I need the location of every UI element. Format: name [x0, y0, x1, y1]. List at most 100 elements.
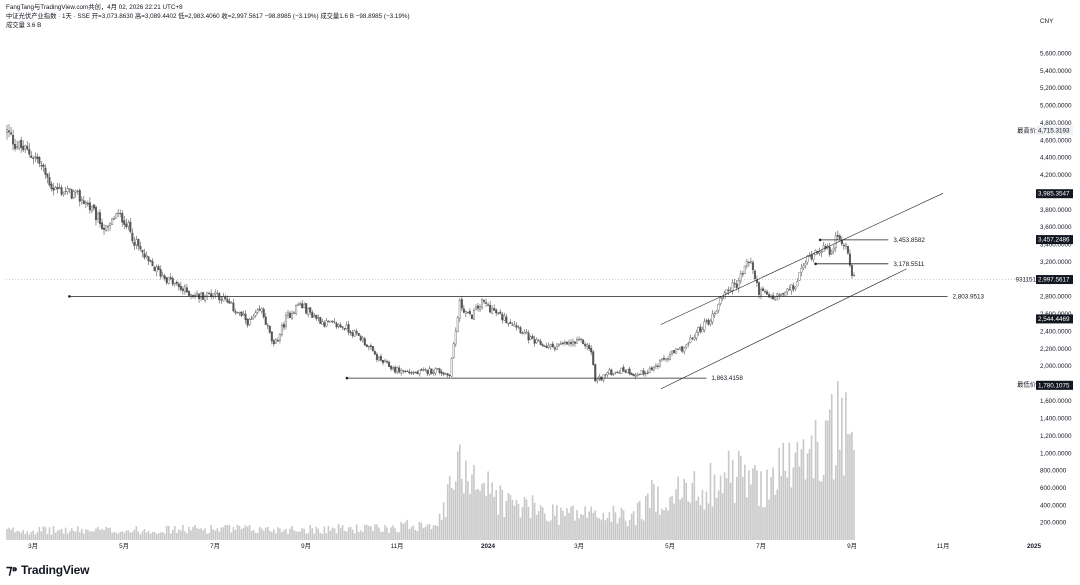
candle-body — [679, 346, 682, 350]
volume-bar — [452, 489, 455, 540]
volume-bar — [804, 479, 807, 540]
candle-body — [381, 359, 385, 364]
volume-bar — [281, 531, 283, 540]
volume-bar — [588, 511, 590, 540]
candle-body — [420, 369, 423, 371]
volume-bar — [564, 516, 566, 540]
candlestick-chart[interactable]: 2,803.9513 1,863.4158 3,453.8582 3,178.5511… — [0, 0, 1080, 560]
volume-bar — [812, 478, 815, 540]
time-tick-label: 2024 — [481, 543, 496, 550]
volume-bar — [695, 500, 698, 540]
candle-body — [153, 266, 156, 271]
candle-body — [751, 262, 754, 271]
volume-bar — [188, 526, 190, 540]
volume-bar — [748, 470, 750, 540]
candle-body — [18, 141, 21, 149]
level-anchor[interactable] — [345, 376, 349, 380]
volume-bar — [822, 475, 825, 540]
candle-body — [286, 312, 289, 316]
volume-bar — [430, 529, 433, 540]
volume-bar — [244, 525, 247, 540]
volume-bar — [689, 502, 692, 540]
volume-bar — [665, 507, 667, 540]
price-tick-label: 2,800.0000 — [1040, 294, 1072, 301]
level-anchor[interactable] — [818, 238, 822, 242]
price-axis[interactable]: 5,600.0000 5,400.0000 5,200.0000 5,000.0000… — [1040, 50, 1072, 405]
time-tick-label: 11月 — [937, 542, 950, 550]
volume-bar — [301, 528, 303, 540]
channel-line[interactable] — [660, 193, 944, 325]
candle-body — [412, 372, 415, 374]
candle-body — [339, 324, 342, 328]
candle-body — [513, 324, 516, 327]
candle-body — [242, 313, 245, 316]
candle-body — [196, 293, 199, 296]
volume-bar — [626, 526, 629, 540]
price-tick-label: 2,400.0000 — [1040, 328, 1072, 335]
price-label-box — [1036, 235, 1073, 245]
level-anchor[interactable] — [68, 295, 71, 298]
level-label: 3,453.8582 — [893, 237, 925, 244]
volume-bar — [206, 533, 208, 540]
candle-body — [737, 280, 740, 289]
volume-bar — [628, 519, 631, 540]
candle-body — [650, 367, 653, 371]
volume-bar — [725, 478, 728, 540]
candle-body — [503, 315, 506, 321]
candle-body — [636, 373, 639, 376]
volume-bar — [167, 525, 170, 540]
candle-body — [161, 275, 164, 278]
volume-tick-label: 200.0000 — [1040, 520, 1067, 527]
candle-body — [375, 353, 378, 360]
volume-bar — [194, 524, 196, 540]
volume-bar — [173, 526, 176, 540]
volume-bar — [576, 509, 578, 540]
candle-body — [733, 282, 736, 285]
volume-bar — [580, 514, 582, 540]
candle-body — [454, 330, 457, 345]
candle-body — [596, 379, 599, 382]
volume-bar — [434, 525, 437, 540]
volume-bar — [420, 522, 423, 540]
volume-bar — [153, 531, 156, 540]
volume-bar — [418, 521, 421, 540]
volume-bar — [20, 532, 22, 540]
volume-bar — [515, 499, 518, 540]
volume-bar — [56, 530, 59, 540]
volume-bar — [42, 526, 45, 540]
candle-body — [713, 313, 716, 316]
volume-bar — [826, 420, 829, 540]
volume-bar — [624, 520, 627, 540]
candle-body — [529, 336, 532, 340]
candle-body — [141, 249, 144, 253]
level-anchor[interactable] — [814, 262, 817, 266]
candle-body — [224, 297, 227, 299]
time-axis[interactable]: 3月5月7月9月11月20243月5月7月9月11月20253月5月7月9月11… — [28, 542, 1080, 550]
channel-line[interactable] — [660, 268, 907, 390]
volume-bar — [632, 511, 635, 540]
volume-bar — [406, 519, 409, 540]
candle-body — [246, 318, 249, 326]
candle-body — [543, 345, 546, 347]
candle-body — [107, 226, 110, 228]
candle-body — [76, 190, 79, 192]
volume-bar — [465, 460, 467, 540]
candle-body — [450, 358, 453, 377]
volume-bar — [535, 514, 538, 540]
footer: ⁊⁍ TradingView — [6, 562, 89, 578]
candle-body — [129, 221, 132, 233]
candle-body — [244, 313, 247, 321]
price-tick-label: 3,800.0000 — [1040, 207, 1072, 214]
volume-bar — [485, 495, 487, 540]
volume-bar — [636, 502, 639, 540]
candle-body — [133, 242, 136, 246]
volume-bar — [746, 497, 748, 540]
volume-bar — [491, 482, 493, 540]
candle-body — [812, 253, 815, 260]
candle-body — [70, 189, 73, 199]
volume-bars — [6, 381, 855, 540]
volume-bar — [519, 517, 522, 540]
volume-axis[interactable]: 1,400.0000 1,200.0000 1,000.0000 800.0000 60… — [1040, 416, 1072, 527]
volume-bar — [776, 489, 778, 540]
